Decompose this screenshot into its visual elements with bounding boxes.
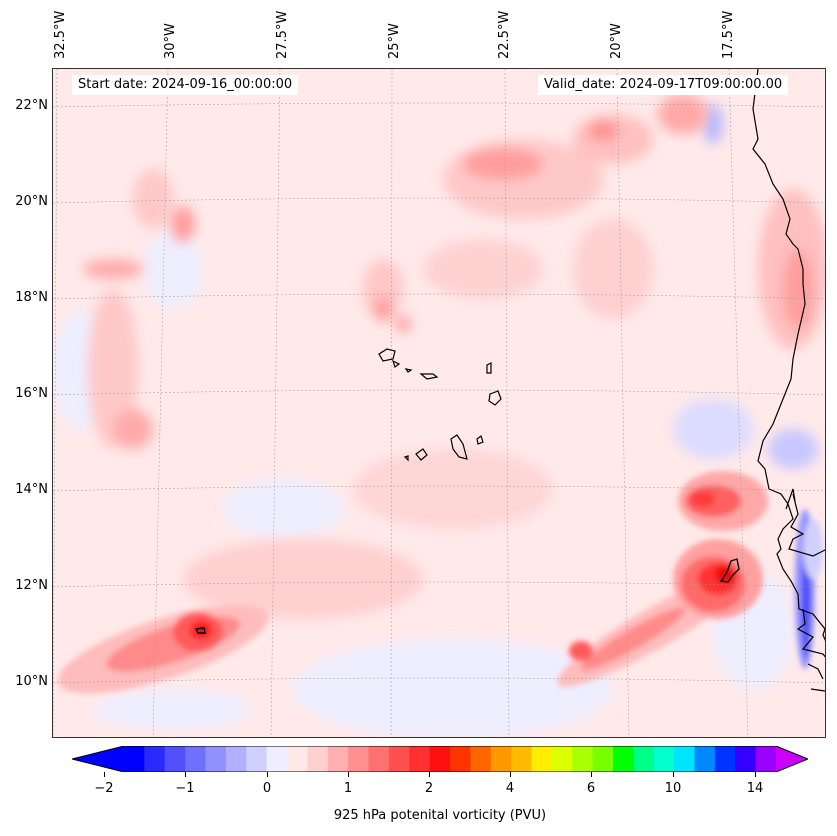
colorbar-bin — [348, 746, 369, 772]
colorbar-bin — [592, 746, 614, 772]
colorbar-bin — [755, 746, 777, 772]
colorbar-tick-label: 0 — [262, 781, 272, 796]
colorbar-tickmark — [104, 772, 105, 777]
latitude-label: 12°N — [15, 578, 48, 593]
latitude-label: 22°N — [15, 98, 48, 113]
colorbar-bin — [450, 746, 471, 772]
pv-positive-patches — [83, 94, 825, 619]
colorbar-tickmark — [673, 772, 674, 777]
colorbar-bin — [735, 746, 757, 772]
colorbar-bin — [327, 746, 349, 772]
strong-pv-contour — [719, 558, 740, 583]
colorbar-bin — [266, 746, 288, 772]
colorbar-tickmark — [510, 772, 511, 777]
latitude-label: 20°N — [15, 194, 48, 209]
colorbar-bin — [694, 746, 716, 772]
colorbar-tick-label: 10 — [664, 781, 682, 796]
longitude-label: 22.5°W — [497, 10, 512, 59]
map-panel[interactable] — [52, 68, 826, 738]
colorbar-bin — [511, 746, 532, 772]
colorbar-bin — [225, 746, 247, 772]
longitude-label: 32.5°W — [53, 10, 68, 59]
colorbar-bin — [633, 746, 655, 772]
colorbar-bin — [164, 746, 186, 772]
colorbar-bin — [674, 746, 695, 772]
colorbar-bin — [653, 746, 675, 772]
colorbar-tick-label: 14 — [746, 781, 764, 796]
colorbar-bin — [409, 746, 431, 772]
colorbar-tick-label: 1 — [343, 781, 353, 796]
colorbar-label: 925 hPa potenital vorticity (PVU) — [333, 808, 547, 823]
colorbar-tickmark — [267, 772, 268, 777]
guinea-coast — [796, 608, 825, 692]
colorbar-bin — [368, 746, 390, 772]
colorbar-tick-label: −2 — [94, 781, 114, 796]
longitude-label: 25°W — [387, 23, 402, 59]
colorbar-bin — [470, 746, 492, 772]
latitude-label: 16°N — [15, 386, 48, 401]
colorbar-bin — [572, 746, 594, 772]
colorbar-bin — [205, 746, 227, 772]
colorbar-tickmark — [591, 772, 592, 777]
latitude-label: 14°N — [15, 482, 48, 497]
pv-coastal-negative-band — [795, 509, 823, 669]
colorbar-bin — [246, 746, 268, 772]
latitude-label: 10°N — [15, 674, 48, 689]
colorbar-bin — [307, 746, 329, 772]
longitude-label: 20°W — [609, 23, 624, 59]
longitude-label: 30°W — [163, 23, 178, 59]
colorbar-extend-low — [72, 746, 124, 772]
colorbar-bin — [287, 746, 308, 772]
africa-coastline — [752, 69, 825, 641]
valid-date-label: Valid_date: 2024-09-17T09:00:00.00 — [538, 75, 789, 95]
colorbar-bin — [388, 746, 410, 772]
colorbar-tickmark — [429, 772, 430, 777]
colorbar-tick-label: 2 — [424, 781, 434, 796]
longitude-label: 27.5°W — [275, 10, 290, 59]
colorbar-tick-label: 6 — [586, 781, 596, 796]
colorbar-bin — [613, 746, 634, 772]
colorbar-bin — [185, 746, 206, 772]
start-date-label: Start date: 2024-09-16_00:00:00 — [72, 75, 299, 95]
colorbar-tickmark — [755, 772, 756, 777]
colorbar-bin — [144, 746, 166, 772]
pv-negative-patches — [53, 104, 818, 737]
colorbar-tickmark — [348, 772, 349, 777]
colorbar-tickmark — [185, 772, 186, 777]
senegal-river-coast — [785, 488, 825, 557]
longitude-label: 17.5°W — [721, 10, 736, 59]
colorbar — [72, 746, 808, 772]
colorbar-bin — [124, 746, 145, 772]
cape-verde-islands — [378, 348, 502, 462]
latitude-label: 18°N — [15, 290, 48, 305]
strong-pv-contour-west — [194, 627, 206, 634]
colorbar-bin — [429, 746, 451, 772]
colorbar-extend-high — [776, 746, 808, 772]
colorbar-tick-label: 4 — [505, 781, 515, 796]
pv-field-map — [53, 69, 825, 737]
colorbar-tick-label: −1 — [175, 781, 195, 796]
colorbar-bin — [531, 746, 553, 772]
colorbar-bin — [490, 746, 512, 772]
colorbar-bin — [714, 746, 736, 772]
pv-cyclone-west — [57, 604, 269, 694]
colorbar-bin — [551, 746, 573, 772]
